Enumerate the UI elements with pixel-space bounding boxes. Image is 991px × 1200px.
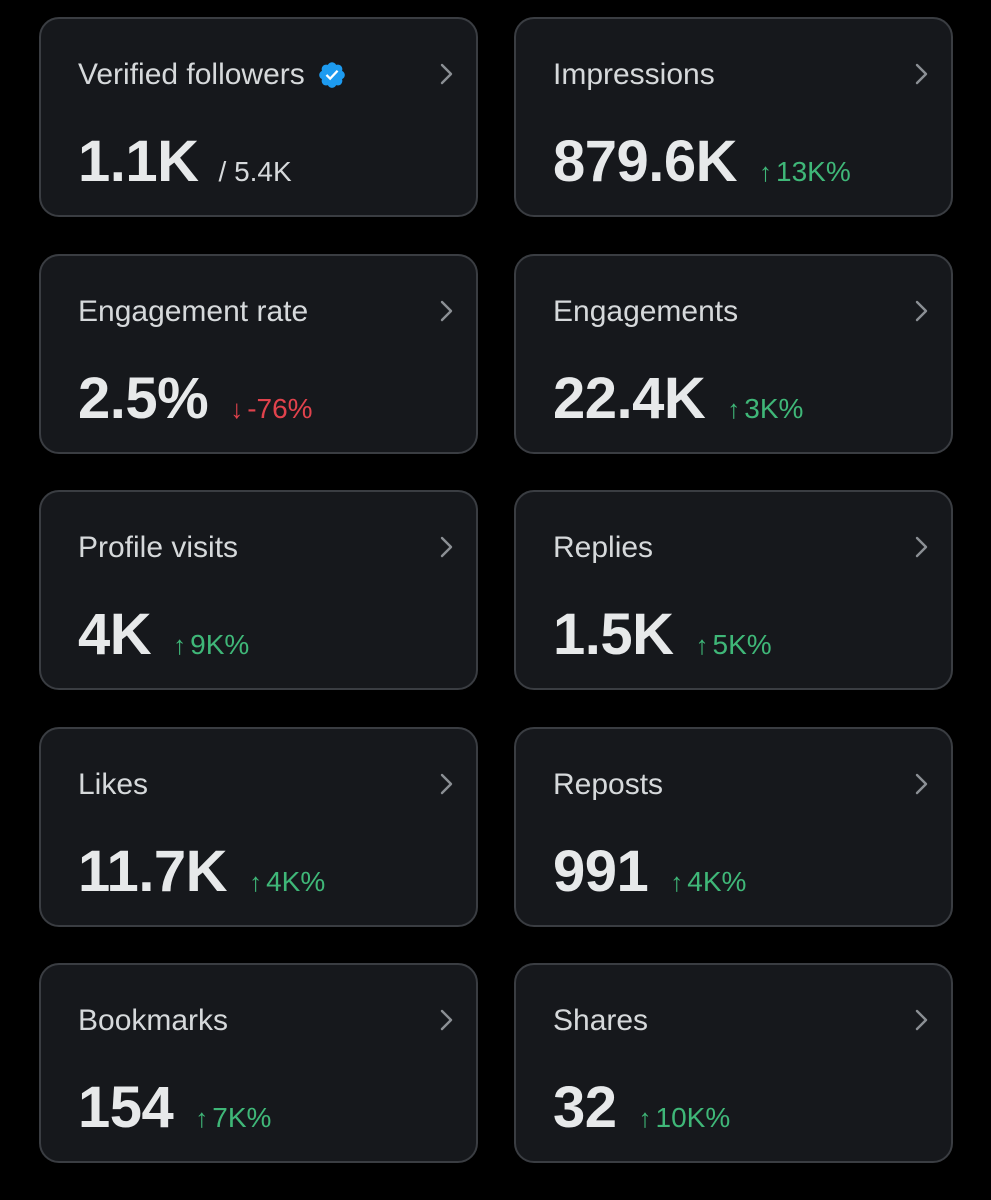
metric-card-engagement-rate[interactable]: Engagement rate 2.5% ↓ -76%: [39, 254, 478, 454]
chevron-right-icon: [440, 773, 453, 795]
metric-card-engagements[interactable]: Engagements 22.4K ↑ 3K%: [514, 254, 953, 454]
metric-title: Verified followers: [78, 57, 347, 93]
metric-title: Impressions: [553, 58, 715, 91]
chevron-right-icon: [915, 63, 928, 85]
metric-change: ↑ 13K%: [759, 156, 851, 187]
chevron-right-icon: [440, 300, 453, 322]
metric-value: 22.4K: [553, 366, 706, 431]
metric-card-impressions[interactable]: Impressions 879.6K ↑ 13K%: [514, 17, 953, 217]
metric-value-row: 11.7K ↑ 4K%: [78, 837, 325, 907]
metric-title: Shares: [553, 1004, 649, 1037]
metric-value: 154: [78, 1075, 174, 1140]
chevron-right-icon: [440, 63, 453, 85]
chevron-right-icon: [915, 1009, 928, 1031]
metric-value-row: 879.6K ↑ 13K%: [553, 127, 851, 197]
arrow-up-icon: ↑: [670, 867, 684, 897]
chevron-right-icon: [440, 536, 453, 558]
arrow-up-icon: ↑: [195, 1103, 209, 1133]
metric-value: 32: [553, 1075, 617, 1140]
metric-value: 4K: [78, 602, 152, 667]
metric-title: Bookmarks: [78, 1004, 229, 1037]
metric-title: Replies: [553, 531, 654, 564]
chevron-right-icon: [915, 536, 928, 558]
metric-change: ↓ -76%: [230, 393, 313, 424]
metric-value-row: 2.5% ↓ -76%: [78, 364, 313, 434]
metric-value: 1.5K: [553, 602, 674, 667]
metric-value: 2.5%: [78, 366, 209, 431]
metric-value-row: 4K ↑ 9K%: [78, 600, 249, 670]
metric-card-profile-visits[interactable]: Profile visits 4K ↑ 9K%: [39, 490, 478, 690]
arrow-up-icon: ↑: [759, 157, 773, 187]
metric-title: Reposts: [553, 768, 664, 801]
metric-value-row: 22.4K ↑ 3K%: [553, 364, 803, 434]
metric-value-row: 991 ↑ 4K%: [553, 837, 746, 907]
metric-change: ↑ 5K%: [695, 629, 772, 660]
metric-card-bookmarks[interactable]: Bookmarks 154 ↑ 7K%: [39, 963, 478, 1163]
arrow-down-icon: ↓: [230, 394, 244, 424]
metric-total: / 5.4K: [218, 156, 292, 187]
metric-value-row: 1.5K ↑ 5K%: [553, 600, 772, 670]
metric-title: Likes: [78, 768, 149, 801]
arrow-up-icon: ↑: [249, 867, 263, 897]
metric-change: ↑ 4K%: [670, 866, 747, 897]
metric-value: 879.6K: [553, 129, 738, 194]
metric-card-replies[interactable]: Replies 1.5K ↑ 5K%: [514, 490, 953, 690]
metric-value-row: 32 ↑ 10K%: [553, 1073, 730, 1143]
metric-card-reposts[interactable]: Reposts 991 ↑ 4K%: [514, 727, 953, 927]
metric-change: ↑ 7K%: [195, 1102, 272, 1133]
metric-title: Engagement rate: [78, 295, 309, 328]
chevron-right-icon: [915, 300, 928, 322]
arrow-up-icon: ↑: [695, 630, 709, 660]
chevron-right-icon: [440, 1009, 453, 1031]
metric-card-shares[interactable]: Shares 32 ↑ 10K%: [514, 963, 953, 1163]
metric-value: 991: [553, 839, 649, 904]
metric-change: ↑ 4K%: [249, 866, 326, 897]
metric-value: 11.7K: [78, 839, 228, 904]
arrow-up-icon: ↑: [638, 1103, 652, 1133]
metric-change: ↑ 10K%: [638, 1102, 731, 1133]
metric-value: 1.1K: [78, 129, 199, 194]
metric-title: Engagements: [553, 295, 739, 328]
arrow-up-icon: ↑: [173, 630, 187, 660]
chevron-right-icon: [915, 773, 928, 795]
metric-value-row: 154 ↑ 7K%: [78, 1073, 271, 1143]
metric-title: Profile visits: [78, 531, 239, 564]
metric-card-verified-followers[interactable]: Verified followers 1.1K / 5.4K: [39, 17, 478, 217]
verified-badge-icon: [318, 62, 345, 88]
metric-change: ↑ 9K%: [173, 629, 250, 660]
metric-value-row: 1.1K / 5.4K: [78, 127, 292, 197]
arrow-up-icon: ↑: [727, 394, 741, 424]
metric-change: ↑ 3K%: [727, 393, 804, 424]
metric-card-likes[interactable]: Likes 11.7K ↑ 4K%: [39, 727, 478, 927]
